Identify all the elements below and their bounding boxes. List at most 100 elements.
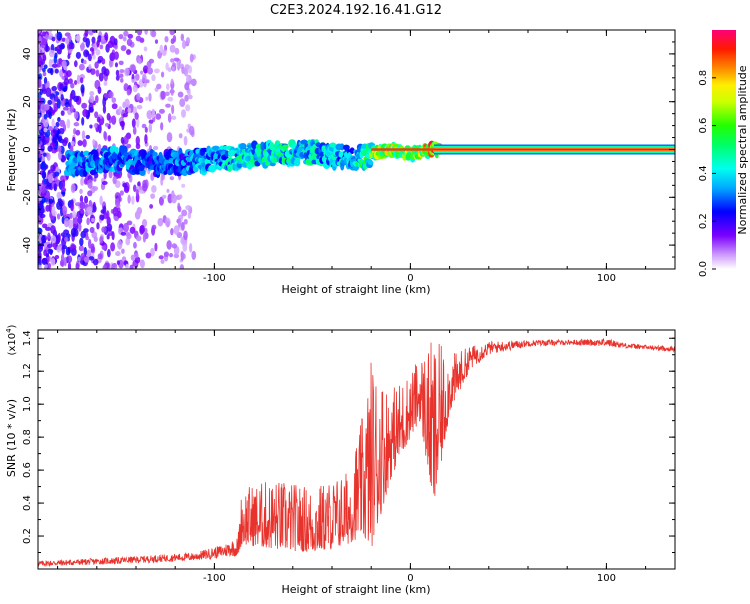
noise-speck — [131, 195, 135, 205]
noise-speck — [189, 242, 193, 253]
noise-speck — [51, 36, 56, 42]
noise-speck — [97, 253, 103, 260]
signal-blob — [282, 146, 288, 151]
noise-speck — [47, 99, 53, 106]
noise-speck — [137, 181, 141, 187]
noise-speck — [61, 37, 66, 42]
snr-y-axis-label: SNR (10 * v/v) — [5, 399, 18, 477]
noise-speck — [51, 63, 58, 68]
noise-speck — [148, 58, 155, 64]
noise-speck — [134, 112, 139, 120]
noise-speck — [164, 91, 170, 96]
noise-speck — [144, 126, 148, 133]
noise-speck — [108, 91, 114, 99]
noise-speck — [181, 109, 186, 118]
noise-speck — [83, 256, 90, 263]
noise-speck — [45, 226, 51, 231]
noise-speck — [97, 143, 102, 154]
carrier-onset — [371, 148, 434, 151]
spectrogram-y-axis-label: Frequency (Hz) — [5, 109, 18, 192]
y-tick-label: 0.6 — [22, 462, 33, 478]
noise-speck — [66, 70, 72, 78]
noise-speck — [96, 116, 101, 123]
noise-speck — [57, 232, 61, 243]
noise-speck — [133, 241, 137, 249]
noise-speck — [166, 188, 170, 193]
noise-speck — [167, 113, 172, 123]
noise-speck — [60, 110, 65, 116]
noise-speck — [49, 184, 53, 191]
y-tick-label: 0.2 — [22, 528, 33, 544]
y-tick-label: 0.8 — [22, 429, 33, 445]
noise-speck — [110, 242, 116, 252]
noise-speck — [135, 143, 141, 150]
noise-speck — [99, 236, 104, 244]
noise-speck — [85, 235, 90, 241]
x-tick-label: -100 — [203, 273, 226, 284]
noise-speck — [51, 118, 55, 129]
colorbar-gradient — [712, 30, 736, 269]
noise-speck — [98, 123, 102, 134]
noise-speck — [129, 264, 134, 269]
noise-speck — [136, 207, 142, 215]
noise-speck — [170, 78, 174, 85]
noise-speck — [39, 213, 46, 219]
noise-speck — [155, 113, 162, 120]
noise-speck — [60, 206, 64, 217]
y-tick-label: 20 — [22, 95, 33, 108]
noise-speck — [41, 257, 48, 264]
noise-speck — [169, 252, 174, 258]
snr-y-multiplier: (x104) — [5, 324, 18, 355]
noise-speck — [170, 30, 176, 35]
noise-speck — [50, 258, 56, 266]
noise-speck — [118, 33, 124, 40]
noise-speck — [148, 92, 152, 102]
noise-speck — [38, 78, 42, 88]
noise-speck — [48, 126, 54, 132]
noise-speck — [157, 217, 164, 227]
noise-speck — [165, 62, 169, 71]
noise-speck — [94, 61, 99, 69]
noise-speck — [87, 190, 93, 197]
noise-speck — [109, 52, 116, 62]
noise-speck — [50, 225, 56, 234]
snr-x-axis-label: Height of straight line (km) — [281, 583, 430, 596]
noise-speck — [135, 35, 142, 42]
noise-speck — [47, 232, 51, 239]
noise-speck — [167, 96, 174, 102]
noise-speck — [115, 69, 120, 77]
noise-speck — [101, 180, 108, 185]
noise-speck — [136, 92, 141, 101]
noise-speck — [114, 62, 118, 68]
noise-speck — [126, 88, 131, 96]
noise-speck — [145, 252, 152, 259]
noise-speck — [59, 119, 66, 128]
noise-speck — [38, 245, 43, 253]
noise-speck — [92, 138, 96, 146]
noise-speck — [132, 184, 137, 193]
noise-speck — [136, 104, 143, 110]
noise-speck — [70, 244, 77, 251]
x-tick-label: 100 — [597, 273, 616, 284]
noise-speck — [69, 92, 73, 101]
noise-speck — [72, 210, 77, 219]
noise-speck — [185, 104, 191, 112]
noise-speck — [38, 118, 41, 124]
noise-speck — [185, 37, 191, 45]
noise-speck — [80, 230, 86, 239]
noise-speck — [77, 216, 83, 224]
noise-speck — [64, 101, 70, 108]
noise-speck — [61, 60, 67, 68]
noise-speck — [50, 235, 57, 244]
noise-speck — [41, 170, 47, 179]
noise-speck — [40, 103, 46, 114]
signal-blob — [82, 169, 88, 177]
noise-speck — [78, 245, 84, 252]
noise-speck — [86, 217, 90, 226]
noise-speck — [100, 39, 107, 45]
noise-speck — [80, 213, 84, 219]
noise-speck — [61, 187, 67, 193]
noise-speck — [88, 106, 94, 113]
noise-speck — [75, 129, 81, 136]
noise-speck — [84, 30, 89, 37]
